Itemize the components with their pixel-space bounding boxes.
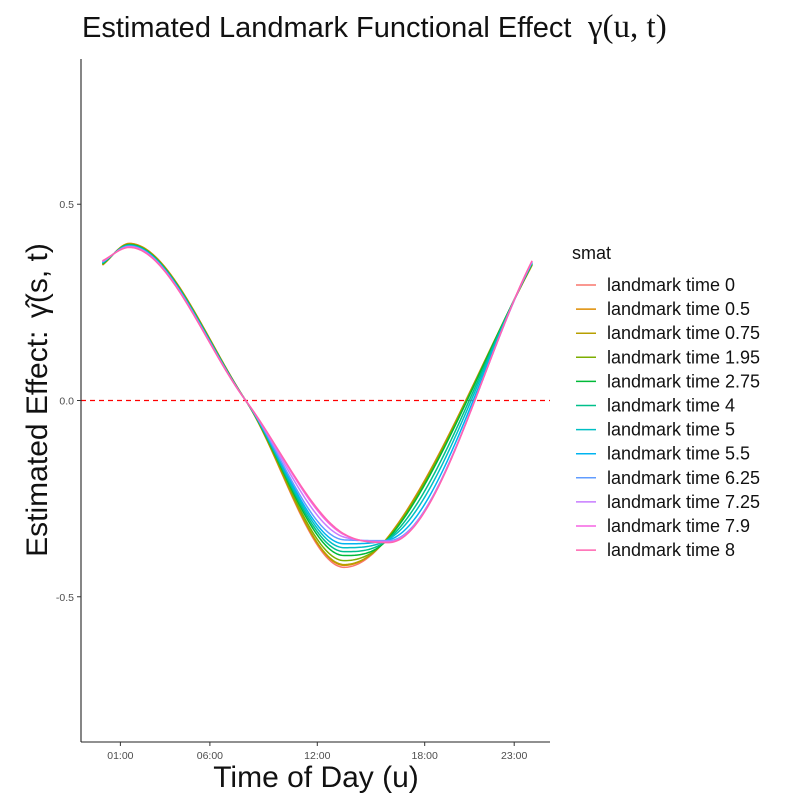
y-axis-title-prefix: Estimated Effect: (21, 331, 54, 557)
chart-title-prefix: Estimated Landmark Functional Effect (82, 12, 572, 44)
y-axis-title-symbol: γ̂(s, t) (21, 243, 54, 318)
x-tick-label-3: 18:00 (412, 750, 438, 762)
legend-label-2: landmark time 0.75 (607, 323, 760, 343)
x-axis-title: Time of Day (u) (213, 761, 419, 794)
x-tick-label-1: 06:00 (197, 750, 223, 762)
legend-label-5: landmark time 4 (607, 396, 735, 416)
legend-label-1: landmark time 0.5 (607, 299, 750, 319)
legend-title: smat (572, 243, 611, 263)
legend-label-11: landmark time 8 (607, 540, 735, 560)
y-tick-label-2: -0.5 (56, 592, 74, 604)
series-line-10 (102, 246, 533, 543)
y-axis-ticks: 0.5 0.0 -0.5 (56, 199, 81, 604)
legend-label-3: landmark time 1.95 (607, 347, 760, 367)
x-tick-label-4: 23:00 (501, 750, 527, 762)
legend: landmark time 0 landmark time 0.5 landmark… (576, 275, 760, 560)
legend-label-8: landmark time 6.25 (607, 468, 760, 488)
x-tick-label-0: 01:00 (107, 750, 133, 762)
y-axis-title: Estimated Effect: γ̂(s, t) (21, 243, 54, 557)
legend-label-4: landmark time 2.75 (607, 371, 760, 391)
chart-title-symbol: γ(u, t) (587, 9, 667, 45)
x-axis-ticks: 01:00 06:00 12:00 18:00 23:00 (107, 742, 527, 762)
chart-title: Estimated Landmark Functional Effect γ(u… (82, 9, 667, 45)
series-line-11 (102, 246, 533, 544)
y-tick-label-1: 0.0 (59, 396, 74, 408)
legend-label-9: landmark time 7.25 (607, 492, 760, 512)
x-tick-label-2: 12:00 (304, 750, 330, 762)
legend-label-7: landmark time 5.5 (607, 444, 750, 464)
series-line-9 (102, 245, 533, 543)
series-group (101, 242, 533, 569)
legend-label-0: landmark time 0 (607, 275, 735, 295)
series-line-8 (102, 245, 533, 542)
legend-label-10: landmark time 7.9 (607, 516, 750, 536)
legend-label-6: landmark time 5 (607, 420, 735, 440)
y-tick-label-0: 0.5 (59, 199, 74, 211)
